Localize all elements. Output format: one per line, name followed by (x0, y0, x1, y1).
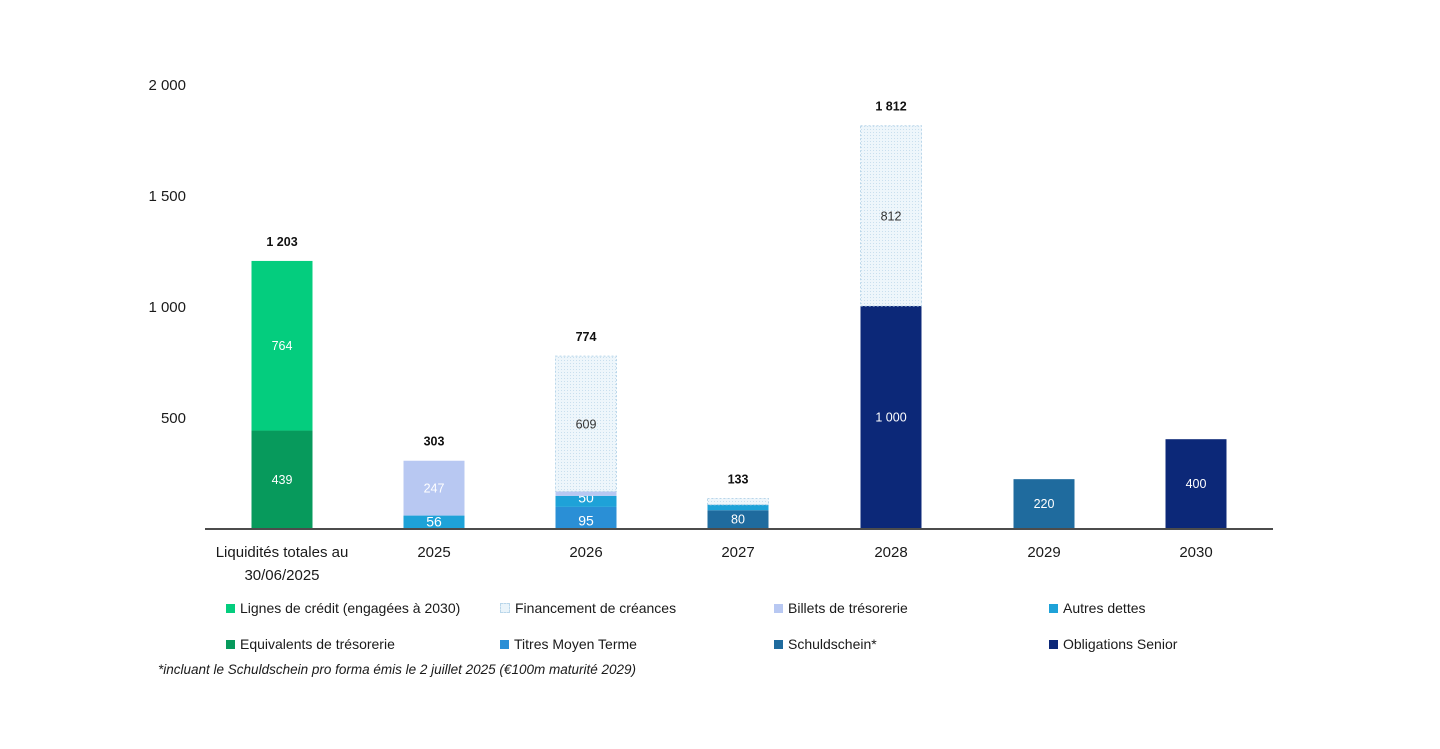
legend-swatch (500, 603, 510, 613)
bar-segment (251, 430, 313, 528)
legend-item: Obligations Senior (1049, 636, 1177, 652)
legend-label: Obligations Senior (1063, 636, 1178, 652)
x-tick-label: 2025 (417, 544, 450, 561)
total-label: 133 (728, 472, 749, 486)
legend-swatch (774, 603, 783, 613)
bar-segment (860, 306, 922, 528)
x-tick-label: 30/06/2025 (244, 567, 319, 584)
legend-item: Autres dettes (1049, 600, 1146, 616)
total-label: 1 203 (266, 235, 297, 249)
x-tick-label: 2029 (1027, 544, 1060, 561)
data-label: 56 (426, 513, 442, 529)
footnote: *incluant le Schuldschein pro forma émis… (158, 662, 637, 677)
bar-segment (555, 495, 617, 507)
bar-segment (860, 125, 922, 307)
legend-swatch (1049, 639, 1058, 649)
bar-segment (251, 260, 313, 431)
total-label: 303 (424, 435, 445, 449)
total-label: 1 812 (875, 100, 906, 114)
legend-item: Equivalents de trésorerie (226, 636, 395, 652)
x-tick-label: Liquidités totales au (216, 544, 349, 561)
legend-label: Titres Moyen Terme (514, 636, 637, 652)
total-label: 774 (576, 330, 597, 344)
y-tick-label: 1 500 (148, 188, 186, 205)
y-axis: 500 1 000 1 500 2 000 (148, 77, 186, 427)
legend-label: Schuldschein* (788, 636, 877, 652)
data-label: 439 (272, 473, 293, 487)
legend-item: Schuldschein* (774, 636, 877, 652)
legend-label: Financement de créances (515, 600, 677, 616)
legend-item: Financement de créances (500, 600, 676, 616)
legend-label: Autres dettes (1063, 600, 1146, 616)
x-axis: Liquidités totales au 30/06/2025 2025 2026 2… (216, 544, 1213, 584)
y-tick-label: 1 000 (148, 299, 186, 316)
data-label: 247 (424, 482, 445, 496)
data-label: 1 000 (875, 411, 906, 425)
bar-segment (707, 497, 769, 506)
bar-segment (1165, 439, 1227, 528)
x-tick-label: 2030 (1179, 544, 1212, 561)
y-tick-label: 500 (161, 410, 186, 427)
bar-segment (707, 504, 769, 511)
legend-swatch (1049, 603, 1058, 613)
x-tick-label: 2026 (569, 544, 602, 561)
legend-label: Billets de trésorerie (788, 600, 908, 616)
legend-swatch (226, 603, 235, 613)
bar-segment (403, 515, 465, 528)
data-label: 80 (731, 513, 745, 527)
y-tick-label: 2 000 (148, 77, 186, 94)
bar-segment (555, 506, 617, 528)
legend-item: Lignes de crédit (engagées à 2030) (226, 600, 460, 616)
legend-swatch (500, 639, 509, 649)
data-label: 609 (576, 417, 597, 431)
bar-segment (707, 510, 769, 528)
legend-label: Lignes de crédit (engagées à 2030) (240, 600, 461, 616)
legend-item: Titres Moyen Terme (500, 636, 637, 652)
bar-segment (403, 460, 465, 516)
legend-item: Billets de trésorerie (774, 600, 908, 616)
data-label: 400 (1186, 477, 1207, 491)
data-label: 812 (881, 209, 902, 223)
data-label: 764 (272, 339, 293, 353)
bar-segment (555, 355, 617, 492)
legend-label: Equivalents de trésorerie (240, 636, 395, 652)
bar-segment (555, 491, 617, 496)
data-label: 95 (578, 512, 594, 528)
x-tick-label: 2027 (721, 544, 754, 561)
legend-swatch (774, 639, 783, 649)
legend-swatch (226, 639, 235, 649)
bar-segment (1013, 479, 1075, 528)
data-label: 220 (1034, 497, 1055, 511)
x-tick-label: 2028 (874, 544, 907, 561)
